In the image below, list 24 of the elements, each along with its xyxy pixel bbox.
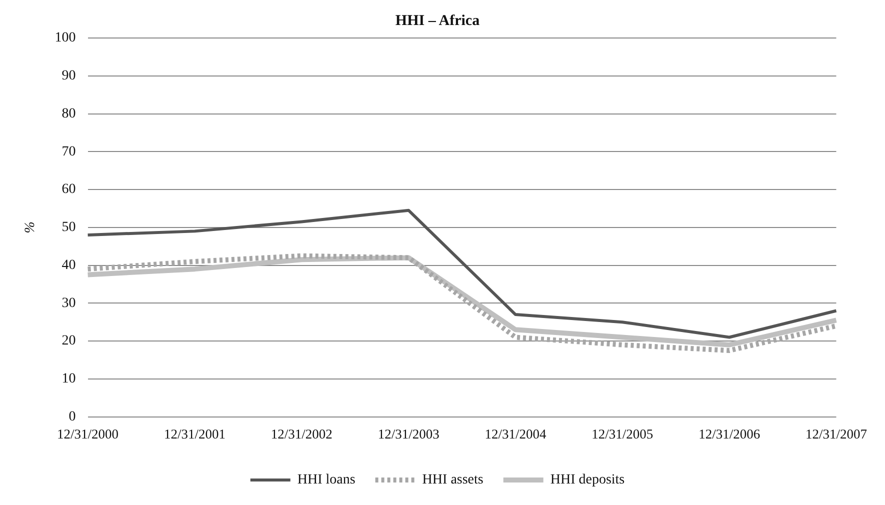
x-tick-label: 12/31/2000 (57, 426, 119, 442)
x-tick-label: 12/31/2005 (592, 426, 654, 442)
legend-label: HHI deposits (550, 472, 625, 488)
x-tick-label: 12/31/2001 (164, 426, 226, 442)
y-tick-label: 80 (62, 106, 76, 122)
x-tick-label: 12/31/2002 (270, 426, 332, 442)
legend-label: HHI loans (297, 472, 356, 488)
x-tick-label: 12/31/2003 (378, 426, 440, 442)
y-tick-label: 90 (62, 68, 76, 84)
y-tick-label: 0 (68, 409, 76, 424)
x-tick-label: 12/31/2007 (805, 426, 868, 442)
y-tick-label: 100 (54, 30, 76, 46)
chart-title: HHI – Africa (395, 12, 480, 29)
y-tick-label: 10 (62, 372, 76, 387)
y-tick-label: 30 (62, 296, 76, 311)
y-axis-title: % (23, 222, 38, 234)
legend-label: HHI assets (422, 472, 484, 488)
y-tick-label: 50 (62, 220, 76, 236)
y-tick-label: 70 (62, 144, 76, 160)
x-tick-label: 12/31/2006 (698, 426, 760, 442)
y-tick-label: 60 (62, 182, 76, 198)
y-tick-label: 20 (62, 334, 76, 349)
y-tick-label: 40 (62, 258, 76, 273)
x-tick-label: 12/31/2004 (484, 426, 546, 442)
